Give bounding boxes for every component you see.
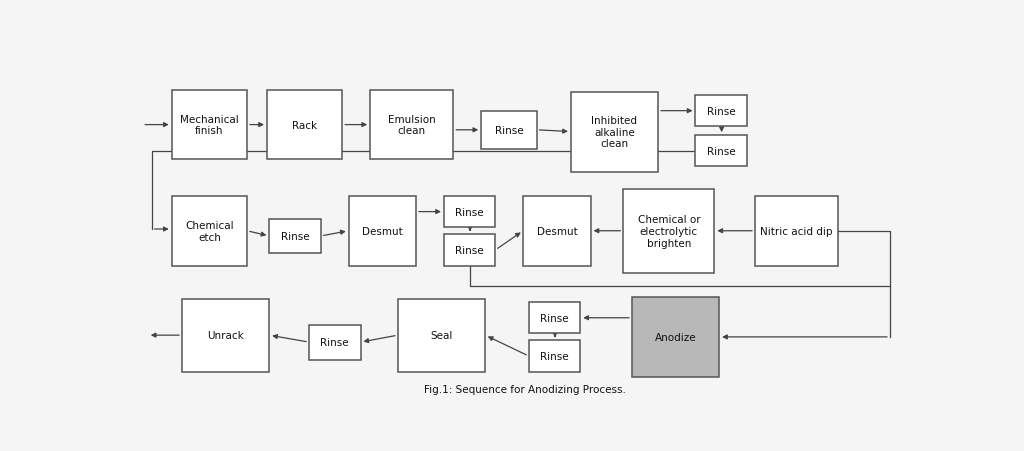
Text: Nitric acid dip: Nitric acid dip — [761, 226, 833, 236]
Text: Desmut: Desmut — [361, 226, 402, 236]
Bar — [523, 197, 591, 266]
Bar — [755, 197, 839, 266]
Text: Rinse: Rinse — [281, 231, 309, 241]
Text: Rinse: Rinse — [707, 106, 735, 116]
Text: Inhibited
alkaline
clean: Inhibited alkaline clean — [592, 116, 638, 149]
Bar — [397, 299, 485, 372]
Bar — [172, 197, 247, 266]
Bar — [481, 111, 537, 150]
Bar — [309, 325, 360, 360]
Bar — [443, 197, 496, 228]
Bar — [624, 189, 715, 274]
Text: Emulsion
clean: Emulsion clean — [388, 115, 435, 136]
Text: Seal: Seal — [430, 331, 453, 341]
Bar — [632, 297, 719, 377]
Text: Unrack: Unrack — [207, 331, 244, 341]
Text: Rinse: Rinse — [456, 245, 484, 255]
Text: Chemical or
electrolytic
brighten: Chemical or electrolytic brighten — [638, 215, 700, 248]
Text: Desmut: Desmut — [537, 226, 578, 236]
Text: Rinse: Rinse — [541, 351, 569, 361]
Text: Rinse: Rinse — [456, 207, 484, 217]
Bar — [370, 91, 454, 160]
Bar — [528, 303, 581, 334]
Bar — [172, 91, 247, 160]
Bar — [528, 341, 581, 372]
Text: Chemical
etch: Chemical etch — [185, 221, 233, 242]
Text: Fig.1: Sequence for Anodizing Process.: Fig.1: Sequence for Anodizing Process. — [424, 384, 626, 394]
Bar — [570, 92, 658, 172]
Text: Rinse: Rinse — [321, 337, 349, 347]
Text: Rinse: Rinse — [541, 313, 569, 323]
Text: Rinse: Rinse — [707, 147, 735, 156]
Text: Mechanical
finish: Mechanical finish — [180, 115, 239, 136]
Text: Rack: Rack — [292, 120, 317, 130]
Text: Rinse: Rinse — [495, 125, 523, 135]
Bar — [348, 197, 416, 266]
Bar — [269, 219, 321, 254]
Bar — [695, 96, 748, 127]
Text: Anodize: Anodize — [654, 332, 696, 342]
Bar — [443, 235, 496, 266]
Bar — [695, 136, 748, 167]
Bar — [182, 299, 269, 372]
Bar — [267, 91, 342, 160]
